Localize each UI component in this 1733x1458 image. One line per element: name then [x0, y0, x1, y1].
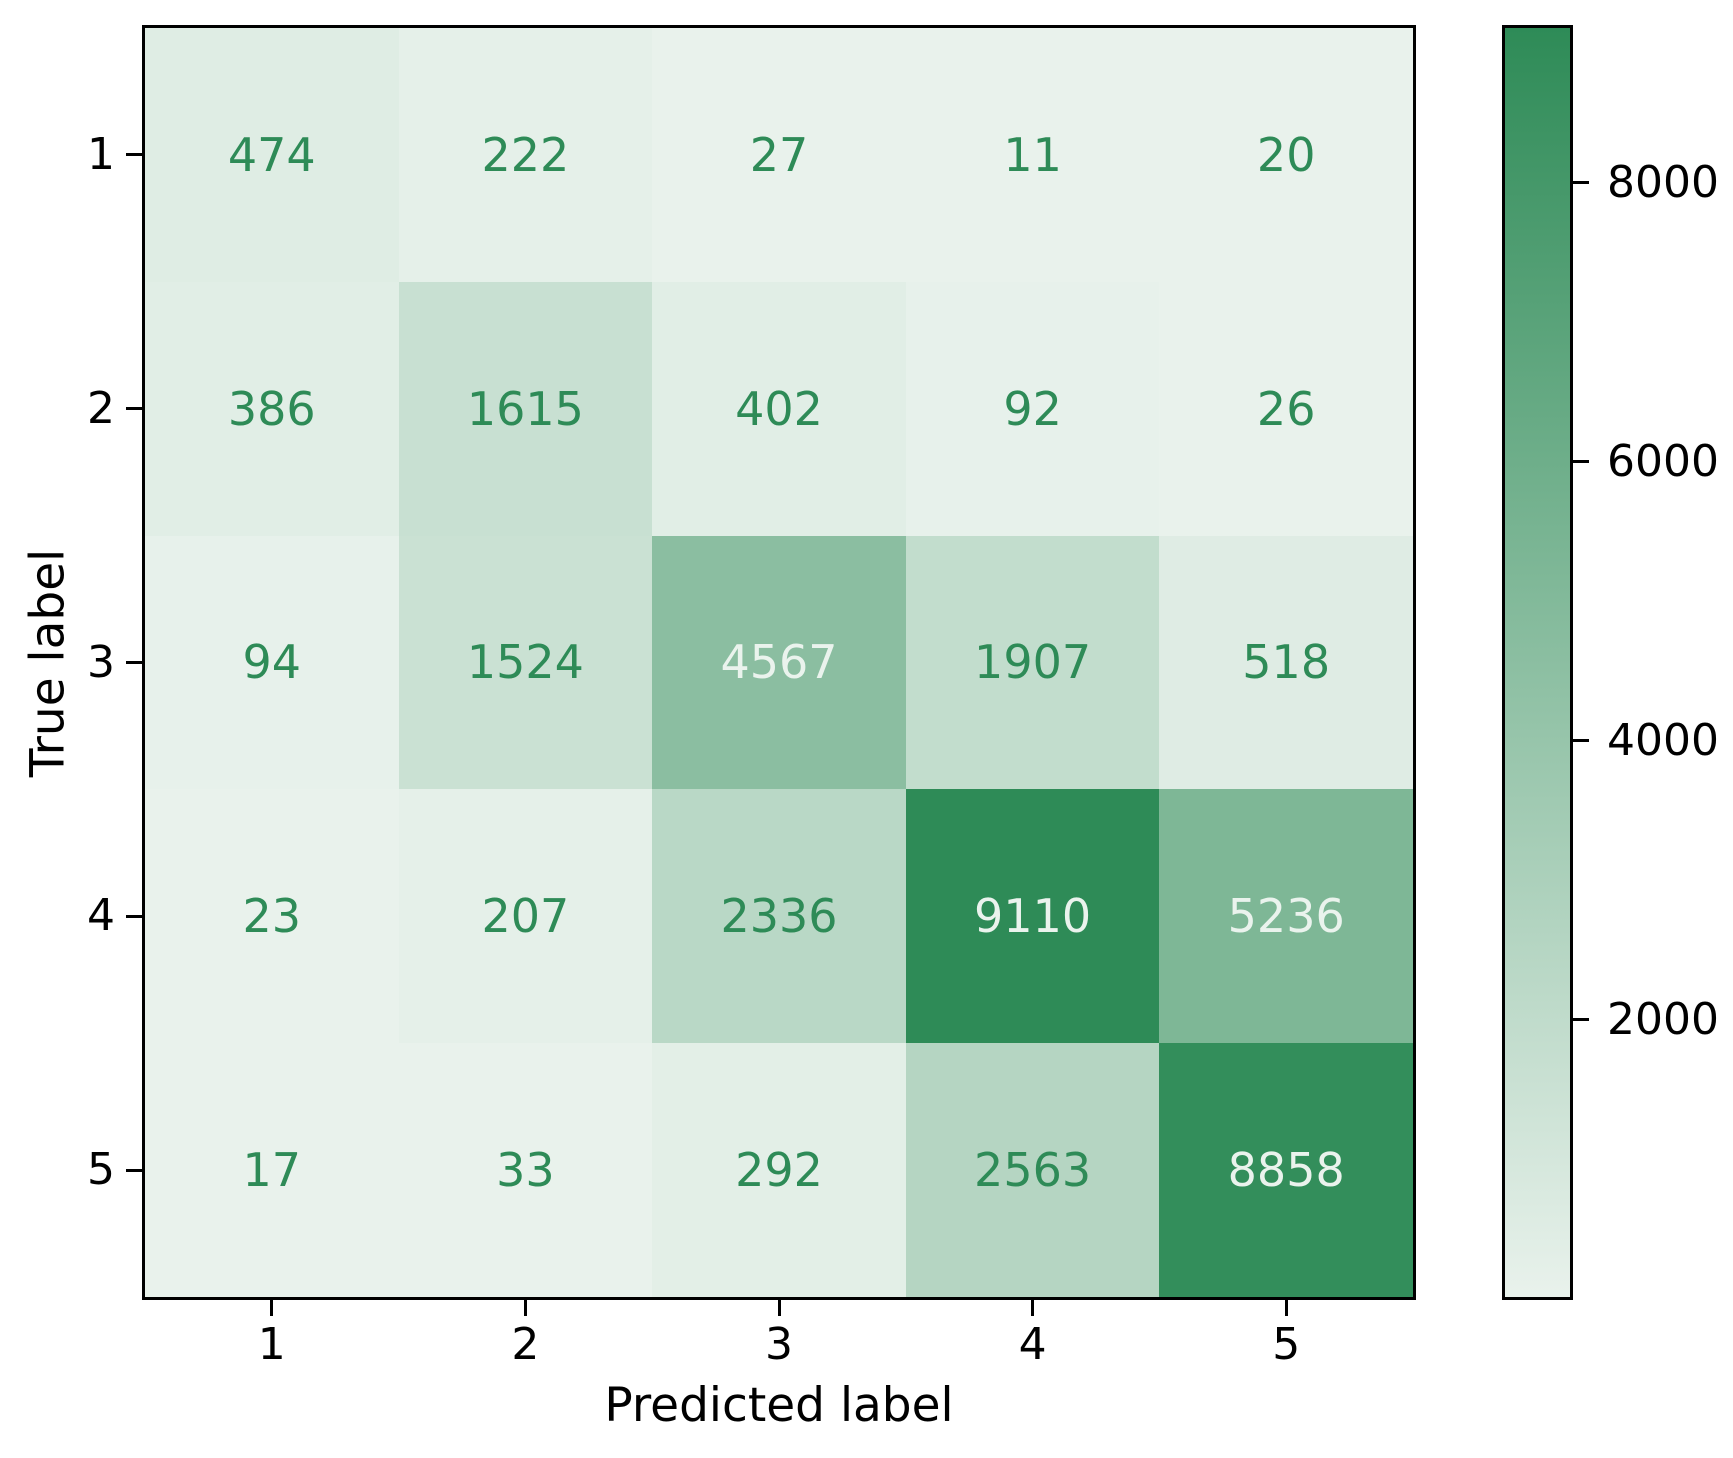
y-axis-label: True label — [20, 548, 76, 777]
matrix-cell-r2c3: 402 — [652, 281, 906, 536]
colorbar-tick-mark — [1573, 460, 1589, 464]
colorbar-tick-mark — [1573, 1018, 1589, 1022]
matrix-cell-value: 1907 — [974, 635, 1092, 690]
y-tick-mark — [126, 661, 142, 664]
x-tick-mark — [777, 1300, 781, 1316]
matrix-cell-r2c2: 1615 — [398, 281, 653, 536]
matrix-cell-r1c5: 20 — [1159, 28, 1413, 282]
matrix-cell-value: 1615 — [466, 381, 584, 436]
colorbar-tick-mark — [1573, 739, 1589, 743]
colorbar-tick-label: 4000 — [1607, 714, 1719, 766]
y-tick-label: 5 — [87, 1144, 115, 1196]
matrix-cell-value: 292 — [735, 1143, 823, 1198]
matrix-cell-r3c4: 1907 — [905, 535, 1160, 790]
y-tick-label: 2 — [87, 382, 115, 434]
matrix-cell-value: 27 — [749, 127, 809, 182]
matrix-cell-r5c5: 8858 — [1159, 1043, 1413, 1297]
matrix-cell-value: 5236 — [1227, 889, 1345, 944]
matrix-cell-value: 17 — [242, 1143, 302, 1198]
matrix-cell-r5c1: 17 — [145, 1043, 399, 1297]
matrix-cell-r5c3: 292 — [652, 1043, 906, 1297]
matrix-cell-r1c4: 11 — [905, 28, 1160, 282]
heatmap-grid: 474 222 27 11 20 386 1615 402 92 26 94 1524 4567 1907… — [142, 25, 1416, 1300]
x-tick-mark — [1031, 1300, 1035, 1316]
y-tick-label: 1 — [87, 128, 115, 180]
matrix-cell-r4c5: 5236 — [1159, 789, 1413, 1044]
matrix-cell-r5c4: 2563 — [905, 1043, 1160, 1297]
matrix-cell-value: 4567 — [720, 635, 838, 690]
y-tick-label: 3 — [87, 636, 115, 688]
matrix-cell-value: 26 — [1256, 381, 1316, 436]
matrix-cell-r3c2: 1524 — [398, 535, 653, 790]
matrix-cell-value: 11 — [1003, 127, 1062, 182]
matrix-cell-value: 518 — [1242, 635, 1331, 690]
x-tick-mark — [523, 1300, 527, 1316]
matrix-cell-r1c3: 27 — [652, 28, 906, 282]
matrix-cell-r3c3: 4567 — [652, 535, 906, 790]
matrix-cell-r3c1: 94 — [145, 535, 399, 790]
matrix-cell-r4c2: 207 — [398, 789, 653, 1044]
x-tick-label: 2 — [511, 1319, 540, 1370]
y-tick-mark — [126, 407, 142, 411]
x-tick-label: 4 — [1018, 1319, 1047, 1370]
x-tick-mark — [270, 1300, 274, 1316]
colorbar-tick-label: 2000 — [1607, 993, 1719, 1045]
matrix-cell-r5c2: 33 — [398, 1043, 653, 1297]
x-tick-label: 1 — [257, 1319, 286, 1370]
matrix-cell-value: 94 — [242, 635, 302, 690]
matrix-cell-r4c3: 2336 — [652, 789, 906, 1044]
x-tick-label: 5 — [1272, 1319, 1301, 1370]
matrix-cell-r3c5: 518 — [1159, 535, 1413, 790]
matrix-cell-value: 2336 — [720, 889, 838, 944]
matrix-cell-value: 92 — [1003, 381, 1062, 436]
matrix-cell-value: 1524 — [466, 635, 584, 690]
matrix-cell-r1c1: 474 — [145, 28, 399, 282]
matrix-cell-r2c1: 386 — [145, 281, 399, 536]
x-tick-mark — [1284, 1300, 1288, 1316]
matrix-cell-r4c4: 9110 — [905, 789, 1160, 1044]
y-tick-mark — [126, 153, 142, 157]
matrix-cell-value: 33 — [496, 1143, 555, 1198]
matrix-cell-value: 386 — [227, 381, 316, 436]
colorbar — [1502, 25, 1573, 1300]
matrix-cell-value: 20 — [1256, 127, 1316, 182]
matrix-cell-value: 8858 — [1227, 1143, 1345, 1198]
matrix-cell-value: 9110 — [974, 889, 1092, 944]
matrix-cell-value: 207 — [481, 889, 570, 944]
x-axis-label: Predicted label — [604, 1378, 954, 1433]
y-tick-label: 4 — [87, 890, 115, 942]
colorbar-gradient — [1505, 28, 1570, 1297]
colorbar-tick-label: 6000 — [1607, 435, 1719, 487]
matrix-cell-r2c5: 26 — [1159, 281, 1413, 536]
colorbar-tick-label: 8000 — [1607, 156, 1719, 208]
matrix-cell-r4c1: 23 — [145, 789, 399, 1044]
y-tick-mark — [126, 1168, 142, 1172]
matrix-cell-r2c4: 92 — [905, 281, 1160, 536]
colorbar-tick-mark — [1573, 181, 1589, 185]
matrix-cell-value: 2563 — [974, 1143, 1092, 1198]
matrix-cell-value: 222 — [481, 127, 570, 182]
y-tick-mark — [126, 914, 142, 918]
matrix-cell-value: 402 — [735, 381, 823, 436]
matrix-cell-value: 23 — [242, 889, 302, 944]
matrix-cell-value: 474 — [227, 127, 316, 182]
x-tick-label: 3 — [765, 1319, 793, 1370]
matrix-cell-r1c2: 222 — [398, 28, 653, 282]
